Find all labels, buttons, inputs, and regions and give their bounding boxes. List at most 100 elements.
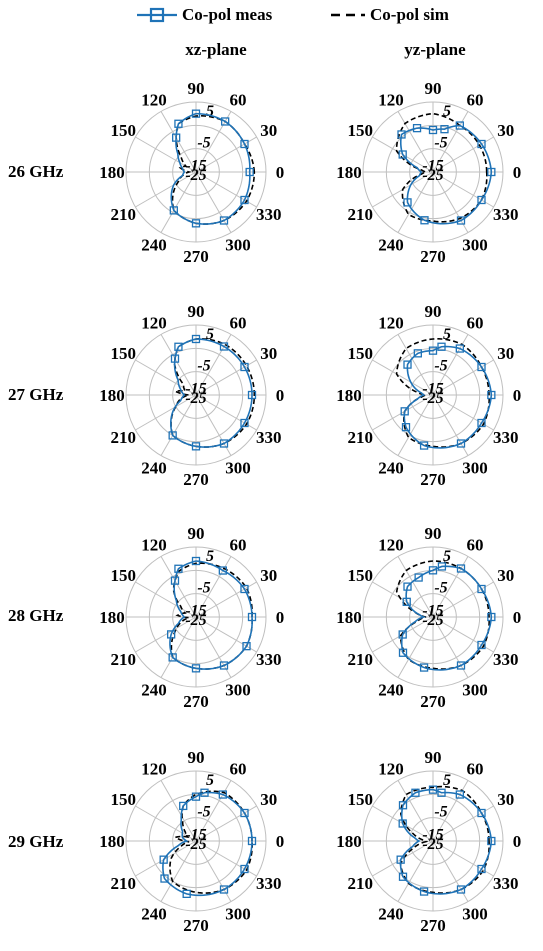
angle-tick-label: 60 bbox=[467, 90, 484, 109]
angle-tick-label: 240 bbox=[378, 236, 404, 255]
series-meas-marker bbox=[428, 566, 438, 575]
series-meas-marker bbox=[398, 630, 407, 639]
angle-tick-label: 90 bbox=[188, 79, 205, 98]
angle-tick-label: 210 bbox=[348, 650, 374, 669]
angle-tick-label: 30 bbox=[260, 121, 277, 140]
series-meas-marker bbox=[413, 349, 422, 358]
series-meas-marker bbox=[218, 790, 227, 799]
angle-tick-label: 60 bbox=[230, 759, 247, 778]
column-title-xz: xz-plane bbox=[185, 40, 247, 59]
radial-tick-label: -25 bbox=[185, 167, 206, 184]
angle-tick-label: 0 bbox=[513, 608, 522, 627]
legend-label-sim: Co-pol sim bbox=[370, 5, 449, 25]
angle-tick-label: 270 bbox=[183, 692, 209, 711]
angle-tick-label: 0 bbox=[513, 163, 522, 182]
polar-grid-spoke bbox=[135, 616, 197, 653]
radial-tick-label: -25 bbox=[185, 390, 206, 407]
polar-grid-spoke bbox=[160, 394, 197, 456]
series-meas-marker bbox=[170, 576, 180, 585]
radial-tick-label: 5 bbox=[206, 548, 214, 565]
row-label-27ghz: 27 GHz bbox=[8, 385, 64, 404]
polar-grid-spoke bbox=[160, 616, 197, 678]
series-meas-marker bbox=[455, 790, 464, 799]
series-meas-marker bbox=[240, 418, 249, 428]
legend: Co-pol meas Co-pol sim bbox=[0, 0, 543, 34]
series-meas-marker bbox=[191, 109, 201, 118]
polar-grid-spoke bbox=[195, 581, 257, 618]
polar-grid-spoke bbox=[195, 359, 257, 396]
angle-tick-label: 240 bbox=[141, 236, 167, 255]
series-meas-marker bbox=[477, 195, 486, 205]
radial-tick-label: 5 bbox=[206, 326, 214, 343]
angle-tick-label: 330 bbox=[256, 650, 282, 669]
angle-tick-label: 240 bbox=[141, 681, 167, 700]
series-meas-marker bbox=[487, 167, 496, 177]
series-meas-line bbox=[170, 112, 251, 225]
angle-tick-label: 120 bbox=[141, 90, 167, 109]
series-meas-marker bbox=[159, 855, 168, 864]
series-meas-marker bbox=[247, 836, 257, 846]
series-meas-marker bbox=[398, 801, 408, 810]
radial-tick-label: 5 bbox=[443, 548, 451, 565]
angle-tick-label: 330 bbox=[493, 650, 519, 669]
angle-tick-label: 270 bbox=[420, 470, 446, 489]
polar-grid-spoke bbox=[432, 171, 494, 208]
series-meas-marker bbox=[428, 346, 438, 355]
angle-tick-label: 0 bbox=[276, 386, 285, 405]
polar-grid-spoke bbox=[397, 334, 434, 396]
series-meas-marker bbox=[240, 362, 249, 372]
series-meas-marker bbox=[400, 407, 409, 416]
series-meas-marker bbox=[240, 808, 249, 818]
polar-grid-spoke bbox=[432, 171, 469, 233]
series-meas-marker bbox=[240, 584, 249, 594]
series-meas-marker bbox=[172, 133, 181, 142]
radial-tick-label: -5 bbox=[434, 803, 447, 820]
angle-tick-label: 180 bbox=[99, 608, 125, 627]
series-meas-marker bbox=[247, 390, 257, 400]
series-meas-marker bbox=[402, 597, 411, 606]
radial-tick-label: -15 bbox=[185, 158, 206, 175]
radial-tick-label: -15 bbox=[422, 381, 443, 398]
angle-tick-label: 90 bbox=[188, 524, 205, 543]
polar-grid-spoke bbox=[195, 171, 232, 233]
angle-tick-label: 150 bbox=[111, 790, 137, 809]
series-meas-marker bbox=[487, 836, 496, 846]
polar-grid-spoke bbox=[135, 805, 197, 842]
angle-tick-label: 330 bbox=[256, 874, 282, 893]
radial-tick-label: 5 bbox=[206, 103, 214, 120]
series-meas-marker bbox=[170, 354, 180, 363]
angle-tick-label: 240 bbox=[141, 905, 167, 924]
angle-tick-label: 210 bbox=[348, 205, 374, 224]
polar-grid-spoke bbox=[397, 171, 434, 233]
polar-grid-spoke bbox=[372, 840, 434, 877]
series-meas-marker bbox=[455, 121, 464, 130]
sim-dashed-line-icon bbox=[331, 13, 365, 17]
series-meas-marker bbox=[242, 642, 251, 651]
series-meas-marker bbox=[437, 342, 446, 351]
angle-tick-label: 270 bbox=[420, 692, 446, 711]
series-meas-marker bbox=[477, 139, 486, 149]
series-meas-marker bbox=[411, 788, 420, 797]
polar-grid-spoke bbox=[135, 359, 197, 396]
angle-tick-label: 150 bbox=[348, 344, 374, 363]
angle-tick-label: 30 bbox=[497, 790, 514, 809]
series-meas-marker bbox=[174, 342, 183, 351]
angle-tick-label: 210 bbox=[348, 428, 374, 447]
radial-tick-label: 5 bbox=[443, 772, 451, 789]
polar-grid-spoke bbox=[397, 840, 434, 902]
series-meas-marker bbox=[477, 808, 486, 818]
angle-tick-label: 120 bbox=[378, 313, 404, 332]
legend-item-meas: Co-pol meas bbox=[136, 4, 272, 25]
series-meas-marker bbox=[419, 887, 429, 896]
polar-grid-spoke bbox=[195, 805, 257, 842]
series-meas-marker bbox=[487, 612, 496, 622]
series-meas-marker bbox=[191, 792, 201, 801]
radial-tick-label: -5 bbox=[434, 134, 447, 151]
